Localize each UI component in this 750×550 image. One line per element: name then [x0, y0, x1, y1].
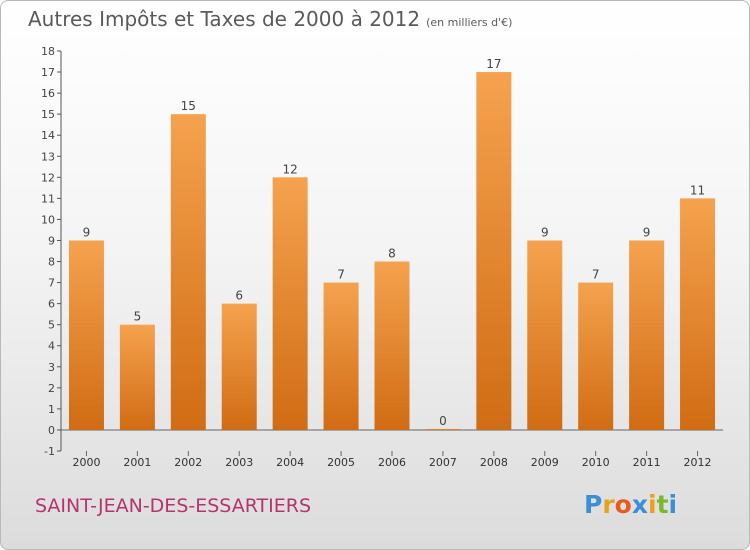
commune-name: SAINT-JEAN-DES-ESSARTIERS	[35, 495, 312, 517]
data-label: 9	[83, 225, 91, 239]
x-tick-label: 2011	[633, 456, 661, 469]
y-tick-label: 16	[41, 87, 55, 100]
x-tick-label: 2008	[480, 456, 508, 469]
bar	[323, 282, 359, 430]
y-tick-label: 18	[41, 45, 55, 58]
logo-letter: t	[656, 490, 669, 519]
bar	[170, 114, 206, 430]
bar	[578, 282, 614, 430]
y-tick-label: 14	[41, 129, 55, 142]
y-tick-label: 12	[41, 171, 55, 184]
x-tick-label: 2001	[123, 456, 151, 469]
y-tick-label: 11	[41, 192, 55, 205]
y-tick-label: 17	[41, 66, 55, 79]
unit-label: (en milliers d'€)	[426, 16, 513, 29]
bar	[680, 198, 716, 430]
data-label: 11	[690, 183, 705, 197]
y-tick-label: 5	[48, 319, 55, 332]
data-label: 6	[235, 289, 243, 303]
y-tick-label: 13	[41, 150, 55, 163]
y-tick-label: 15	[41, 108, 55, 121]
data-label: 7	[337, 268, 345, 282]
bar	[221, 303, 257, 430]
bar	[527, 240, 563, 430]
data-label: 7	[592, 268, 600, 282]
y-tick-label: 0	[48, 424, 55, 437]
bar	[425, 428, 461, 430]
bar	[272, 177, 308, 430]
logo-letter: i	[648, 490, 657, 519]
data-label: 9	[541, 225, 549, 239]
bar	[68, 240, 104, 430]
y-tick-label: 1	[48, 403, 55, 416]
bar	[629, 240, 665, 430]
x-tick-label: 2005	[327, 456, 355, 469]
logo-letter: i	[668, 490, 678, 519]
chart-title: Autres Impôts et Taxes de 2000 à 2012 (en…	[28, 7, 513, 31]
y-tick-label: 9	[48, 234, 55, 247]
data-label: 9	[643, 225, 651, 239]
x-tick-label: 2003	[225, 456, 253, 469]
data-label: 17	[486, 57, 501, 71]
data-label: 5	[134, 310, 142, 324]
y-tick-label: 10	[41, 213, 55, 226]
y-tick-label: -1	[44, 445, 55, 458]
y-tick-label: 4	[48, 340, 55, 353]
y-tick-label: 3	[48, 361, 55, 374]
x-tick-label: 2006	[378, 456, 406, 469]
y-tick-label: 2	[48, 382, 55, 395]
y-tick-label: 6	[48, 298, 55, 311]
x-tick-label: 2012	[684, 456, 712, 469]
data-label: 8	[388, 247, 396, 261]
x-tick-label: 2004	[276, 456, 304, 469]
data-label: 12	[283, 162, 298, 176]
logo-letter: P	[584, 490, 603, 519]
data-label: 15	[181, 99, 196, 113]
data-label: 0	[439, 414, 447, 428]
y-tick-label: 7	[48, 277, 55, 290]
logo-letter: x	[631, 490, 648, 519]
x-tick-label: 2007	[429, 456, 457, 469]
bar	[119, 324, 155, 430]
bar	[476, 72, 512, 430]
bar	[374, 261, 410, 430]
logo-letter: r	[602, 490, 615, 519]
x-tick-label: 2009	[531, 456, 559, 469]
x-tick-label: 2002	[174, 456, 202, 469]
x-tick-label: 2000	[72, 456, 100, 469]
x-tick-label: 2010	[582, 456, 610, 469]
y-tick-label: 8	[48, 256, 55, 269]
proxiti-logo: Proxiti	[584, 490, 677, 519]
logo-letter: o	[614, 490, 632, 519]
